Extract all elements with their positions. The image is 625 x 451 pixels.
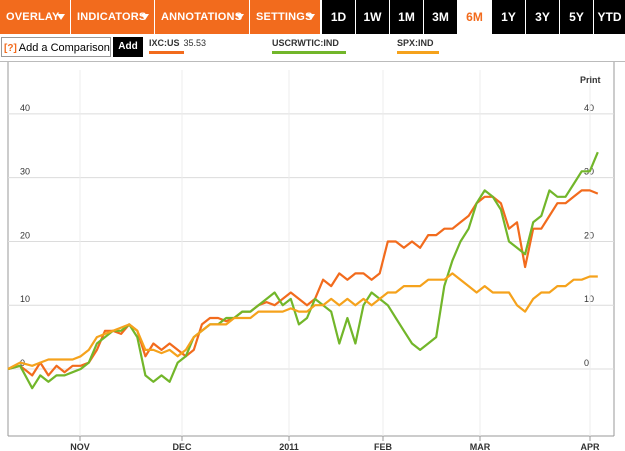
caret-down-icon bbox=[307, 14, 315, 20]
legend-swatch-oil bbox=[272, 51, 346, 54]
comparison-input[interactable]: [?] Add a Comparison bbox=[1, 37, 111, 57]
overlay-menu-label: OVERLAY bbox=[6, 11, 60, 23]
annotations-menu-label: ANNOTATIONS bbox=[161, 11, 243, 23]
legend-symbol: SPX:IND bbox=[397, 38, 434, 48]
help-icon[interactable]: [?] bbox=[4, 43, 17, 54]
x-tick-label: DEC bbox=[172, 442, 192, 451]
settings-menu-button[interactable]: SETTINGS bbox=[250, 0, 320, 34]
legend-spx[interactable]: SPX:IND bbox=[397, 38, 439, 54]
legend-symbol: USCRWTIC:IND bbox=[272, 38, 339, 48]
y-tick-label-left: 30 bbox=[20, 167, 30, 177]
range-1y-button[interactable]: 1Y bbox=[492, 0, 525, 34]
toolbar-divider bbox=[0, 61, 625, 62]
range-1m-button[interactable]: 1M bbox=[390, 0, 423, 34]
legend-swatch-ixc bbox=[149, 51, 184, 54]
caret-down-icon bbox=[141, 14, 149, 20]
comparison-bar: [?] Add a Comparison Add IXC:US 35.53 USCR… bbox=[0, 35, 625, 61]
y-tick-label-left: 40 bbox=[20, 103, 30, 113]
legend-oil[interactable]: USCRWTIC:IND bbox=[272, 38, 346, 54]
range-3y-button[interactable]: 3Y bbox=[526, 0, 559, 34]
range-3m-button[interactable]: 3M bbox=[424, 0, 457, 34]
y-tick-label-right: 10 bbox=[584, 294, 594, 304]
range-6m-button[interactable]: 6M bbox=[458, 0, 491, 34]
x-tick-label: 2011 bbox=[279, 442, 299, 451]
y-tick-label-right: 0 bbox=[584, 358, 589, 368]
y-tick-label-right: 40 bbox=[584, 103, 594, 113]
settings-menu-label: SETTINGS bbox=[256, 11, 313, 23]
caret-down-icon bbox=[57, 14, 65, 20]
x-tick-label: APR bbox=[580, 442, 600, 451]
annotations-menu-button[interactable]: ANNOTATIONS bbox=[155, 0, 249, 34]
x-tick-label: MAR bbox=[470, 442, 491, 451]
range-ytd-button[interactable]: YTD bbox=[594, 0, 625, 34]
add-comparison-button[interactable]: Add bbox=[113, 37, 143, 57]
range-1d-button[interactable]: 1D bbox=[322, 0, 355, 34]
indicators-menu-label: INDICATORS bbox=[77, 11, 147, 23]
range-1w-button[interactable]: 1W bbox=[356, 0, 389, 34]
x-tick-label: FEB bbox=[374, 442, 393, 451]
legend-swatch-spx bbox=[397, 51, 439, 54]
series-line-spx-ind bbox=[7, 272, 598, 370]
overlay-menu-button[interactable]: OVERLAY bbox=[0, 0, 70, 34]
legend-ixc[interactable]: IXC:US 35.53 bbox=[149, 38, 207, 54]
chart-toolbar: OVERLAY INDICATORS ANNOTATIONS SETTINGS … bbox=[0, 0, 625, 34]
range-5y-button[interactable]: 5Y bbox=[560, 0, 593, 34]
series-line-ixc-us bbox=[7, 189, 599, 377]
legend-symbol: IXC:US bbox=[149, 38, 180, 48]
x-tick-label: NOV bbox=[70, 442, 90, 451]
y-tick-label-left: 20 bbox=[20, 230, 30, 240]
y-tick-label-left: 10 bbox=[20, 294, 30, 304]
comparison-input-placeholder: Add a Comparison bbox=[18, 42, 110, 54]
series-line-uscrwtic-ind bbox=[7, 151, 599, 390]
indicators-menu-button[interactable]: INDICATORS bbox=[71, 0, 154, 34]
caret-down-icon bbox=[236, 14, 244, 20]
legend-value: 35.53 bbox=[183, 38, 207, 48]
print-link[interactable]: Print bbox=[580, 75, 601, 85]
y-tick-label-right: 20 bbox=[584, 230, 594, 240]
